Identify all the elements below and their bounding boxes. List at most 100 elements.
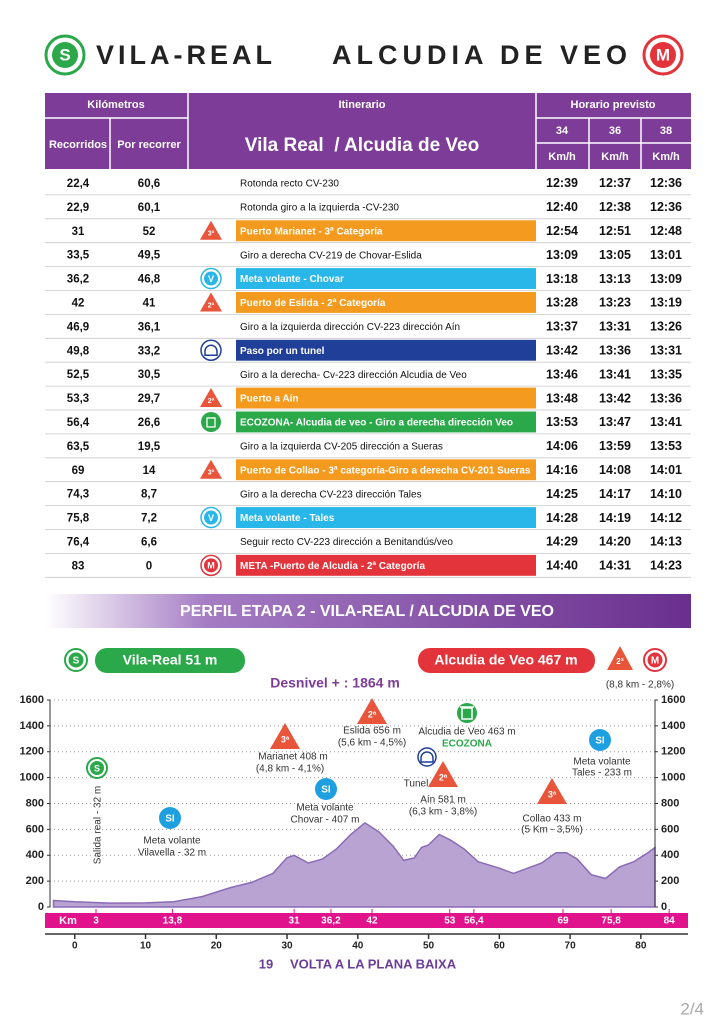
row-description: Puerto de Collao - 3ª categoría-Giro a d… — [240, 465, 531, 476]
row-km: 69 — [72, 465, 85, 477]
finish-icon-text: M — [656, 45, 670, 64]
climb-icon — [607, 646, 633, 670]
marker-text: 2ª — [368, 709, 377, 719]
x-tick-label: 30 — [281, 941, 293, 952]
start-icon — [52, 42, 78, 68]
row-time: 13:53 — [546, 415, 578, 429]
x-tick-label: 70 — [565, 941, 577, 952]
row-km: 49,8 — [67, 345, 90, 357]
finish-icon-text: M — [651, 656, 659, 667]
km-bar — [45, 913, 688, 928]
row-time: 13:28 — [546, 296, 578, 310]
y-tick-label: 1000 — [20, 772, 44, 784]
km-mark-label: 56,4 — [464, 916, 484, 927]
row-time: 13:09 — [650, 272, 682, 286]
row-time: 14:28 — [546, 511, 578, 525]
row-time: 14:29 — [546, 535, 578, 549]
start-label: Vila-Real 51 m — [123, 652, 218, 668]
y-tick-label: 200 — [26, 875, 44, 887]
row-km: 8,7 — [141, 489, 157, 501]
row-km: 29,7 — [138, 393, 160, 405]
row-time: 14:16 — [546, 463, 578, 477]
row-icon-text: V — [208, 513, 214, 523]
y-tick-label: 1400 — [20, 720, 44, 732]
tunnel-icon-shape — [204, 344, 218, 356]
y-tick-label: 600 — [26, 823, 44, 835]
row-time: 13:19 — [650, 296, 682, 310]
annotation: Aín 581 m — [420, 795, 466, 806]
row-highlight — [236, 411, 536, 433]
profile-title: PERFIL ETAPA 2 - VILA-REAL / ALCUDIA DE … — [180, 603, 554, 620]
row-time: 14:13 — [650, 535, 682, 549]
km-mark-label: 36,2 — [321, 916, 341, 927]
header-speed: 34 — [556, 125, 569, 137]
row-time: 13:31 — [599, 320, 631, 334]
y-tick-label: 0 — [38, 901, 44, 913]
row-km: 52,5 — [67, 369, 90, 381]
row-time: 14:23 — [650, 559, 682, 573]
row-time: 13:26 — [650, 320, 682, 334]
annotation: (6,3 km - 3,8%) — [409, 807, 477, 818]
row-time: 14:25 — [546, 487, 578, 501]
row-time: 12:39 — [546, 176, 578, 190]
start-pill — [95, 648, 245, 673]
row-time: 13:18 — [546, 272, 578, 286]
row-description: Giro a derecha CV-219 de Chovar-Eslida — [240, 250, 422, 261]
annotation: Meta volante — [573, 757, 631, 768]
x-tick-label: 60 — [494, 941, 506, 952]
row-km: 33,5 — [67, 250, 90, 262]
x-tick-label: 80 — [635, 941, 647, 952]
row-time: 13:13 — [599, 272, 631, 286]
sprint-marker — [159, 807, 181, 829]
climb-icon — [200, 220, 222, 240]
row-time: 13:47 — [599, 415, 631, 429]
row-km: 31 — [72, 226, 85, 238]
marker-text: 3ª — [548, 789, 557, 799]
row-description: Giro a la derecha- Cv-223 dirección Alcu… — [240, 370, 467, 381]
finish-label: Alcudia de Veo 467 m — [434, 652, 577, 668]
marker-text: 2ª — [439, 772, 448, 782]
x-tick-label: 50 — [423, 941, 435, 952]
row-km: 6,6 — [141, 536, 157, 548]
tunnel-icon — [200, 339, 222, 361]
row-time: 13:36 — [650, 391, 682, 405]
finish-title: ALCUDIA DE VEO — [332, 40, 632, 70]
climb-icon — [200, 388, 222, 408]
start-icon — [68, 652, 84, 668]
row-time: 12:37 — [599, 176, 631, 190]
row-icon-text: M — [207, 561, 215, 571]
row-time: 13:05 — [599, 248, 631, 262]
row-highlight — [236, 387, 536, 409]
row-km: 74,3 — [67, 489, 89, 501]
km-mark-label: 31 — [289, 916, 301, 927]
row-time: 13:59 — [599, 439, 631, 453]
header-done: Recorridos — [49, 139, 107, 151]
row-description: Paso por un tunel — [240, 346, 325, 357]
annotation: Vilavella - 32 m — [138, 848, 206, 859]
eco-icon — [457, 703, 477, 723]
marker-text: 3ª — [281, 734, 290, 744]
row-description: ECOZONA- Alcudia de veo - Giro a derecha… — [240, 418, 513, 429]
annotation: Salida real - 32 m — [93, 786, 104, 864]
km-mark-label: 84 — [664, 916, 676, 927]
row-description: Puerto a Aín — [240, 394, 299, 405]
header-route: Vila Real / Alcudia de Veo — [245, 135, 479, 156]
y2-tick-label: 1000 — [661, 772, 685, 784]
row-km: 33,2 — [138, 345, 160, 357]
row-km: 36,1 — [138, 321, 161, 333]
km-mark-label: 69 — [557, 916, 569, 927]
marker-text: S — [94, 763, 100, 773]
row-icon-text: V — [208, 274, 214, 284]
table-header — [45, 93, 691, 169]
row-km: 75,8 — [67, 513, 90, 525]
y2-tick-label: 0 — [661, 901, 667, 913]
x-tick-label: 40 — [352, 941, 364, 952]
row-time: 14:17 — [599, 487, 631, 501]
row-description: Giro a la izquierda dirección CV-223 dir… — [240, 322, 460, 333]
row-km: 52 — [143, 226, 156, 238]
row-icon-inner — [204, 271, 218, 286]
row-time: 14:12 — [650, 511, 682, 525]
climb-marker — [537, 778, 567, 804]
